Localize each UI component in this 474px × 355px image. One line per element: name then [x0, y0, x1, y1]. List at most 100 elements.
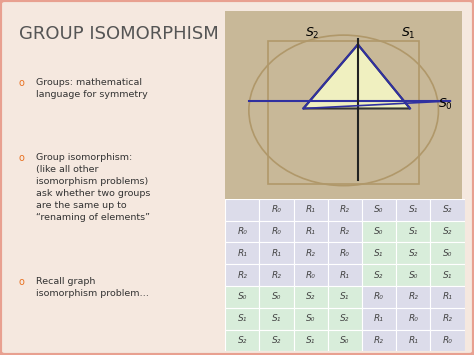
Bar [225, 264, 259, 286]
Text: Group isomorphism:
(like all other
isomorphism problems)
ask whether two groups
: Group isomorphism: (like all other isomo… [36, 153, 150, 222]
Bar [430, 330, 465, 351]
Bar [430, 242, 465, 264]
Text: S₂: S₂ [409, 249, 418, 258]
Bar [293, 242, 328, 264]
Bar [225, 199, 259, 220]
Text: S₂: S₂ [443, 227, 452, 236]
Text: R₁: R₁ [237, 249, 247, 258]
Text: $S_1$: $S_1$ [401, 26, 415, 41]
Bar [259, 286, 293, 308]
Bar [362, 264, 396, 286]
Text: R₂: R₂ [340, 227, 350, 236]
Text: S₁: S₁ [374, 249, 384, 258]
Bar [293, 308, 328, 330]
Text: S₂: S₂ [237, 336, 247, 345]
Text: R₂: R₂ [443, 314, 452, 323]
Bar [362, 242, 396, 264]
Text: S₀: S₀ [374, 205, 384, 214]
Bar [225, 242, 259, 264]
Text: R₁: R₁ [306, 227, 316, 236]
Bar [293, 264, 328, 286]
Bar [293, 199, 328, 220]
Bar [328, 199, 362, 220]
Text: o: o [19, 153, 25, 163]
Bar [328, 220, 362, 242]
Bar [430, 264, 465, 286]
Bar [430, 220, 465, 242]
Text: R₁: R₁ [443, 293, 452, 301]
Text: R₂: R₂ [237, 271, 247, 280]
Text: Groups: mathematical
language for symmetry: Groups: mathematical language for symmet… [36, 78, 147, 99]
Bar [430, 199, 465, 220]
Text: R₁: R₁ [340, 271, 350, 280]
Text: S₂: S₂ [340, 314, 349, 323]
Text: R₁: R₁ [408, 336, 418, 345]
Bar [362, 286, 396, 308]
Bar [328, 330, 362, 351]
Bar [362, 220, 396, 242]
Text: R₁: R₁ [306, 205, 316, 214]
Bar [396, 242, 430, 264]
Bar [396, 286, 430, 308]
Text: S₀: S₀ [272, 293, 281, 301]
Text: R₂: R₂ [272, 271, 282, 280]
Text: R₀: R₀ [272, 205, 282, 214]
Bar [430, 308, 465, 330]
Text: $S_0$: $S_0$ [438, 97, 454, 112]
Text: S₀: S₀ [237, 293, 247, 301]
Text: R₁: R₁ [374, 314, 384, 323]
Bar [328, 264, 362, 286]
Bar [259, 264, 293, 286]
Bar [396, 308, 430, 330]
Text: S₂: S₂ [374, 271, 384, 280]
Text: S₂: S₂ [272, 336, 281, 345]
Text: S₂: S₂ [306, 293, 315, 301]
Text: R₀: R₀ [374, 293, 384, 301]
Bar [268, 41, 419, 184]
Bar [293, 330, 328, 351]
Bar [293, 286, 328, 308]
Bar [362, 199, 396, 220]
Text: R₂: R₂ [340, 205, 350, 214]
Text: R₂: R₂ [306, 249, 316, 258]
Text: S₀: S₀ [409, 271, 418, 280]
Text: $S_2$: $S_2$ [305, 26, 320, 41]
Bar [259, 220, 293, 242]
Text: R₀: R₀ [272, 227, 282, 236]
Bar [225, 286, 259, 308]
Bar [362, 330, 396, 351]
Text: o: o [19, 277, 25, 287]
Text: S₀: S₀ [443, 249, 452, 258]
Bar [259, 199, 293, 220]
Bar [259, 242, 293, 264]
Bar [396, 220, 430, 242]
Bar [430, 286, 465, 308]
Text: R₀: R₀ [237, 227, 247, 236]
Bar [225, 220, 259, 242]
Bar [293, 220, 328, 242]
Bar [328, 286, 362, 308]
Bar [259, 330, 293, 351]
Text: S₀: S₀ [306, 314, 315, 323]
Text: S₁: S₁ [443, 271, 452, 280]
Text: R₁: R₁ [272, 249, 282, 258]
Text: S₁: S₁ [237, 314, 247, 323]
Polygon shape [303, 44, 410, 109]
Bar [328, 242, 362, 264]
Bar [225, 330, 259, 351]
Bar [396, 199, 430, 220]
Text: R₀: R₀ [408, 314, 418, 323]
Bar [396, 264, 430, 286]
Text: S₁: S₁ [409, 205, 418, 214]
Text: o: o [19, 78, 25, 88]
Text: R₀: R₀ [340, 249, 350, 258]
Text: Recall graph
isomorphism problem…: Recall graph isomorphism problem… [36, 277, 148, 298]
Text: R₂: R₂ [408, 293, 418, 301]
Text: R₀: R₀ [443, 336, 452, 345]
Bar [225, 308, 259, 330]
Bar [259, 308, 293, 330]
Text: S₀: S₀ [374, 227, 384, 236]
Text: GROUP ISOMORPHISM: GROUP ISOMORPHISM [19, 25, 219, 43]
Bar [396, 330, 430, 351]
Text: S₁: S₁ [409, 227, 418, 236]
